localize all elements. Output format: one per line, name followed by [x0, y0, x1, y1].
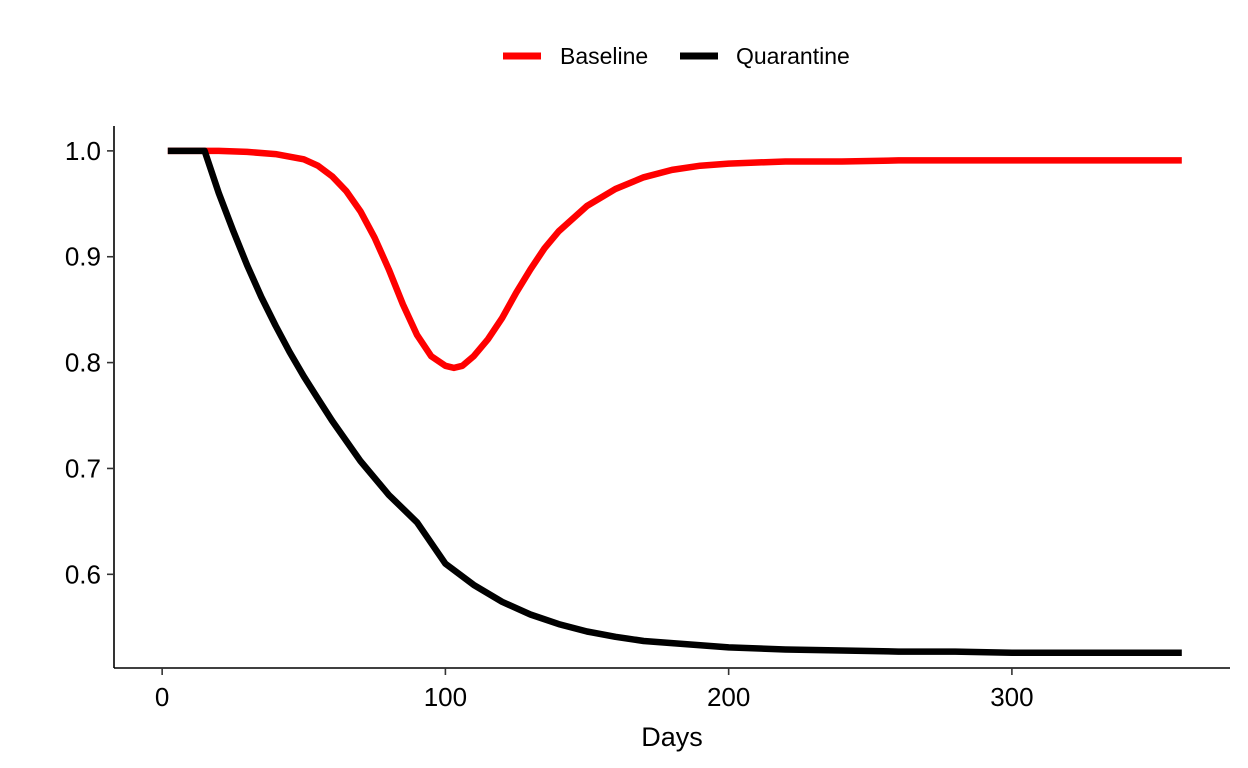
- legend-label: Quarantine: [736, 43, 850, 69]
- y-tick-label: 0.6: [65, 559, 101, 589]
- y-tick-label: 0.9: [65, 242, 101, 272]
- series-line-quarantine: [167, 147, 1182, 656]
- plot-lines: [167, 147, 1182, 656]
- x-ticks: 0 100 200 300: [155, 668, 1034, 712]
- y-ticks: 0.6 0.7 0.8 0.9 1.0: [65, 136, 114, 589]
- legend-item-quarantine: Quarantine: [680, 43, 850, 69]
- legend-label: Baseline: [560, 43, 648, 69]
- axes: [113, 126, 1230, 669]
- y-tick-label: 0.7: [65, 453, 101, 483]
- y-tick-label: 0.8: [65, 348, 101, 378]
- series-line-baseline: [167, 147, 1182, 372]
- x-tick-label: 200: [707, 682, 750, 712]
- x-tick-label: 0: [155, 682, 169, 712]
- x-tick-label: 100: [424, 682, 467, 712]
- legend: Baseline Quarantine: [503, 43, 850, 69]
- y-tick-label: 1.0: [65, 136, 101, 166]
- x-axis-title: Days: [641, 722, 703, 752]
- legend-item-baseline: Baseline: [503, 43, 648, 69]
- x-tick-label: 300: [990, 682, 1033, 712]
